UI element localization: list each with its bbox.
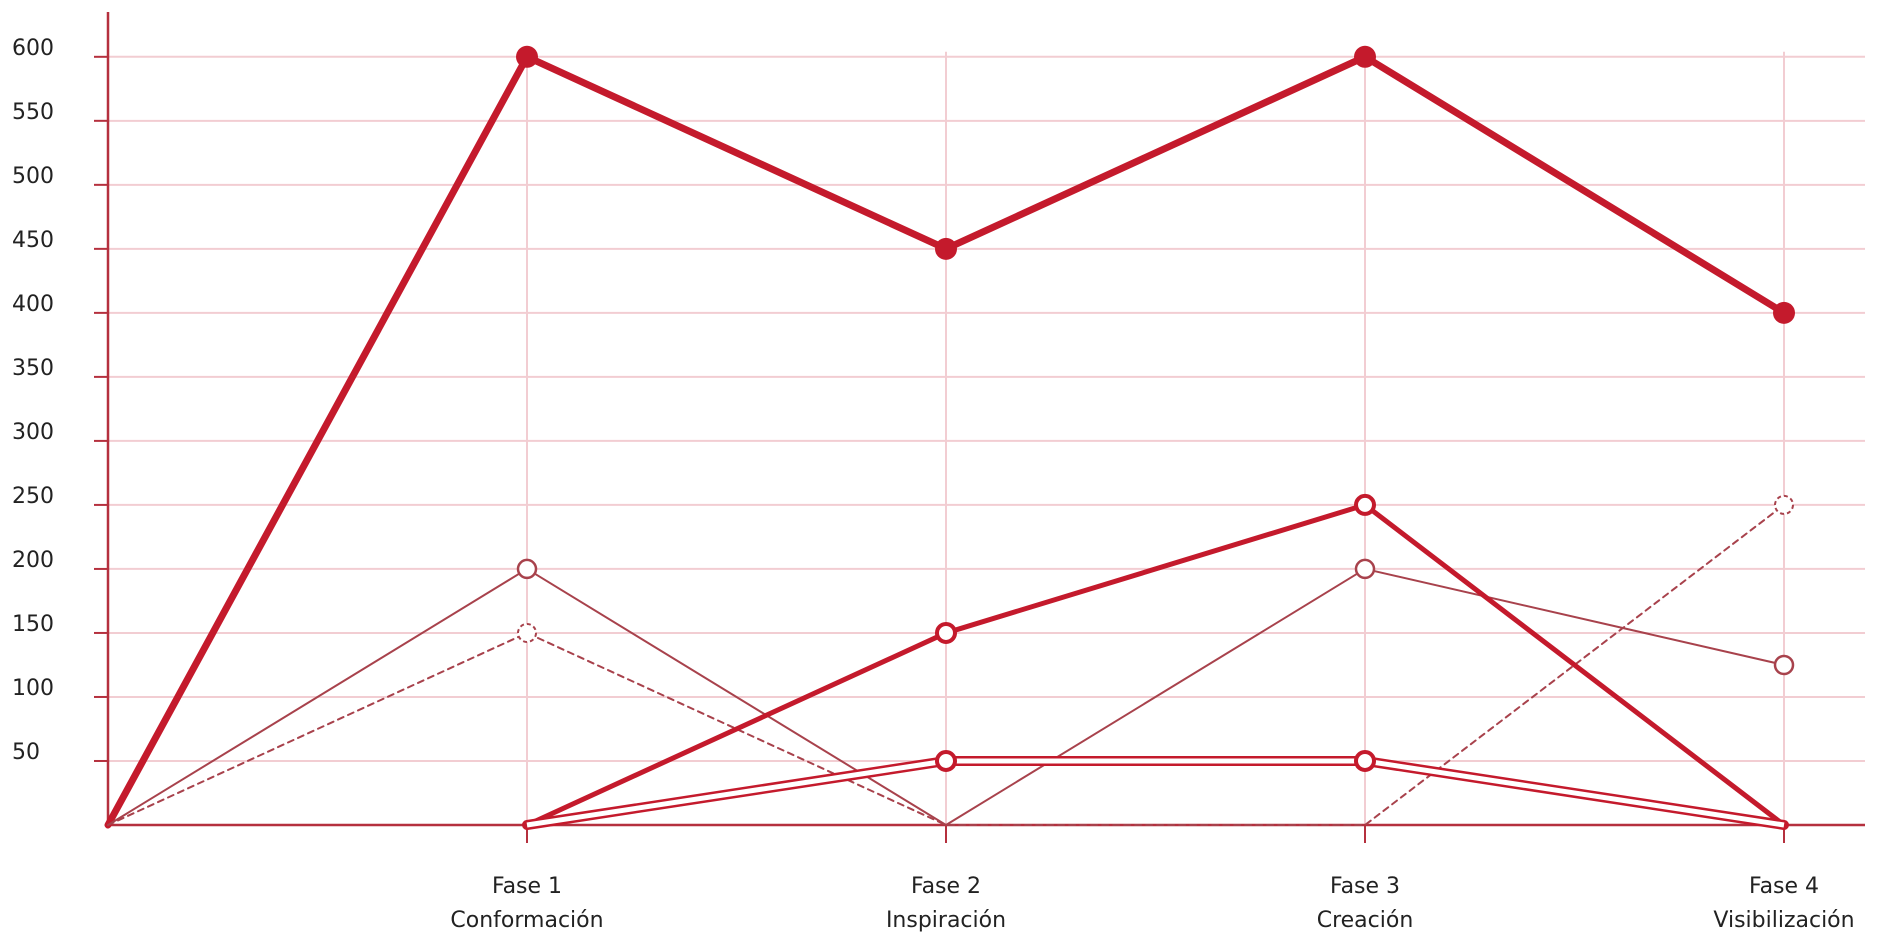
x-tick-label: Fase 2 bbox=[911, 874, 981, 899]
series-marker bbox=[1354, 558, 1376, 580]
series-marker bbox=[1773, 301, 1795, 324]
y-tick-label: 450 bbox=[12, 228, 54, 253]
series-marker bbox=[517, 622, 537, 643]
series-marker bbox=[935, 237, 957, 260]
y-tick-label: 500 bbox=[12, 164, 54, 189]
series-marker bbox=[1354, 45, 1376, 68]
y-tick-label: 400 bbox=[12, 292, 54, 317]
series-marker bbox=[516, 45, 538, 68]
x-tick-label: Conformación bbox=[450, 908, 603, 933]
series-marker bbox=[1773, 654, 1795, 676]
series-marker bbox=[1774, 494, 1794, 515]
series-marker bbox=[1354, 749, 1376, 772]
y-tick-label: 200 bbox=[12, 548, 54, 573]
series-line bbox=[107, 567, 1785, 826]
y-tick-label: 50 bbox=[12, 740, 40, 765]
y-tick-label: 600 bbox=[12, 36, 54, 61]
y-tick-label: 300 bbox=[12, 420, 54, 445]
series-marker bbox=[935, 749, 957, 772]
series-line bbox=[107, 503, 1785, 826]
series-line bbox=[522, 755, 1789, 830]
series-marker bbox=[1354, 493, 1376, 516]
x-tick-label: Visibilización bbox=[1713, 908, 1854, 933]
x-tick-label: Fase 4 bbox=[1749, 874, 1819, 899]
series-marker bbox=[516, 558, 538, 580]
y-tick-label: 550 bbox=[12, 100, 54, 125]
series-line-inner bbox=[526, 758, 1785, 828]
x-tick-label: Inspiración bbox=[886, 908, 1006, 933]
x-tick-label: Creación bbox=[1317, 908, 1414, 933]
x-tick-label: Fase 3 bbox=[1330, 874, 1400, 899]
y-tick-label: 150 bbox=[12, 612, 54, 637]
y-tick-label: 100 bbox=[12, 676, 54, 701]
y-tick-label: 350 bbox=[12, 356, 54, 381]
series-line bbox=[524, 502, 1787, 828]
y-tick-label: 250 bbox=[12, 484, 54, 509]
x-tick-label: Fase 1 bbox=[492, 874, 562, 899]
series-marker bbox=[935, 621, 957, 644]
